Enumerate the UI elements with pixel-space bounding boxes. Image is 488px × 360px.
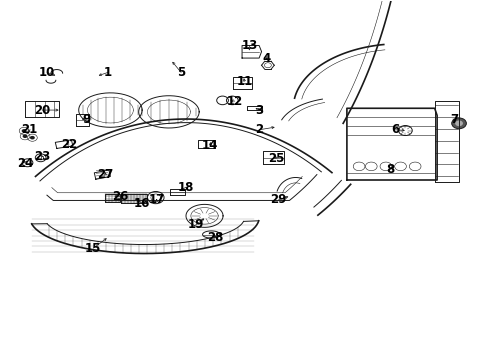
Text: 24: 24 [17, 157, 33, 170]
Text: 2: 2 [255, 123, 263, 136]
Text: 21: 21 [21, 123, 37, 136]
Text: 15: 15 [85, 242, 102, 255]
Text: 25: 25 [267, 152, 284, 165]
Text: 12: 12 [226, 95, 243, 108]
Text: 26: 26 [112, 190, 128, 203]
Text: 18: 18 [178, 181, 194, 194]
Text: 19: 19 [187, 218, 203, 231]
Text: 29: 29 [270, 193, 286, 206]
Text: 22: 22 [61, 138, 77, 150]
Text: 1: 1 [103, 66, 112, 79]
Circle shape [454, 121, 462, 126]
Text: 16: 16 [134, 197, 150, 210]
Text: 11: 11 [236, 75, 252, 88]
Text: 14: 14 [202, 139, 218, 152]
Circle shape [21, 129, 26, 133]
Text: 17: 17 [148, 193, 164, 206]
Text: 4: 4 [262, 51, 270, 64]
Text: 3: 3 [255, 104, 263, 117]
Text: 10: 10 [39, 66, 55, 79]
Text: 7: 7 [449, 113, 457, 126]
Text: 13: 13 [241, 39, 257, 52]
Text: 6: 6 [391, 123, 399, 136]
Text: 5: 5 [177, 66, 185, 79]
Circle shape [30, 136, 35, 139]
Text: 8: 8 [386, 163, 394, 176]
Text: 9: 9 [81, 113, 90, 126]
Text: 27: 27 [97, 168, 113, 181]
Text: 28: 28 [206, 231, 223, 244]
Circle shape [451, 118, 466, 129]
Circle shape [22, 134, 27, 138]
Text: 20: 20 [34, 104, 50, 117]
Text: 23: 23 [34, 150, 50, 163]
